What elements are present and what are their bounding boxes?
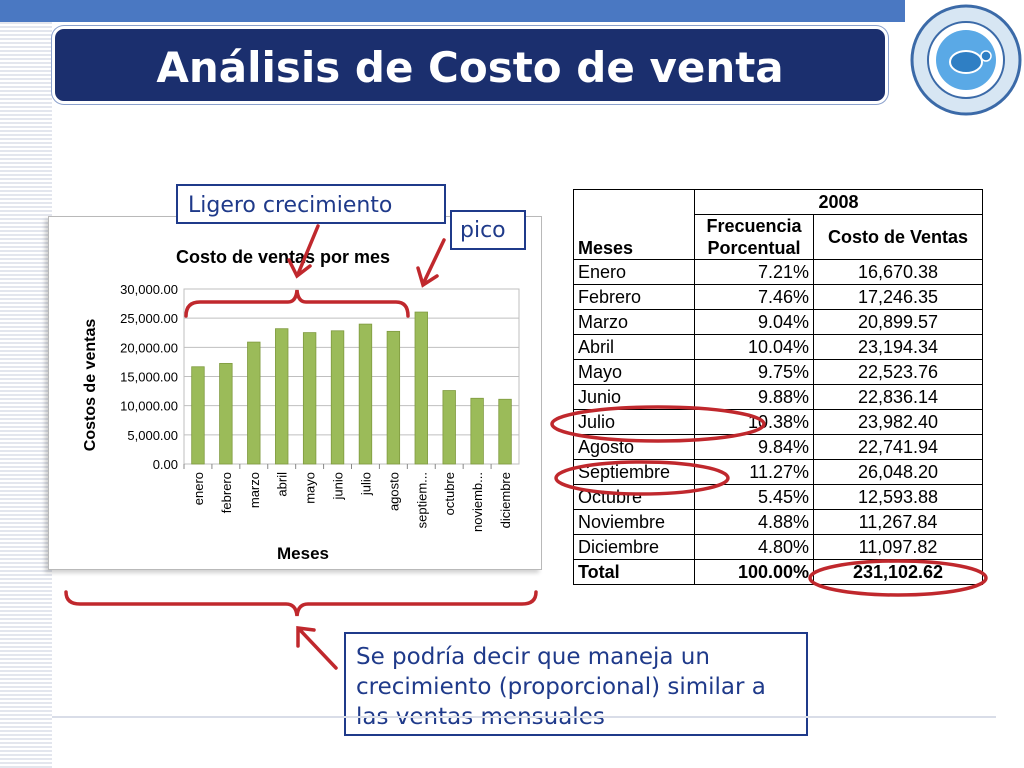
month-cell: Mayo xyxy=(573,359,695,385)
brace-top xyxy=(184,289,410,318)
cost-cell: 11,267.84 xyxy=(813,509,983,535)
left-stripes xyxy=(0,0,52,768)
bar-agosto xyxy=(386,330,401,465)
x-tick-label: octubre xyxy=(442,472,457,515)
y-tick-label: 5,000.00 xyxy=(127,428,178,443)
x-axis-ticks: enero febrero marzo abril mayo junio julio agos… xyxy=(183,464,513,532)
x-tick-label: junio xyxy=(331,472,346,500)
month-cell: Julio xyxy=(573,409,695,435)
y-tick-label: 25,000.00 xyxy=(120,311,178,326)
espol-seal-icon xyxy=(910,4,1022,116)
bar-julio xyxy=(358,323,373,465)
x-tick-label: septiem... xyxy=(414,472,429,528)
y-tick-label: 20,000.00 xyxy=(120,340,178,355)
title-box: Análisis de Costo de venta xyxy=(52,26,888,104)
month-cell: Diciembre xyxy=(573,534,695,560)
table-row: Noviembre 4.88% 11,267.84 xyxy=(573,509,983,535)
header-meses: Meses xyxy=(573,214,695,260)
month-cell: Abril xyxy=(573,334,695,360)
x-tick-label: enero xyxy=(191,472,206,505)
y-tick-label: 15,000.00 xyxy=(120,370,178,385)
pct-cell: 10.38% xyxy=(694,409,814,435)
pct-cell: 4.88% xyxy=(694,509,814,535)
y-tick-label: 0.00 xyxy=(153,457,178,472)
pct-cell: 9.75% xyxy=(694,359,814,385)
table-row: Marzo 9.04% 20,899.57 xyxy=(573,309,983,335)
cost-table: 2008 Meses Frecuencia Porcentual Costo d… xyxy=(573,189,983,585)
arrow-growth xyxy=(287,224,320,279)
table-row: Enero 7.21% 16,670.38 xyxy=(573,259,983,285)
arrow-conclusion xyxy=(296,626,338,670)
ellipse-septiembre xyxy=(554,460,730,496)
pct-cell: 9.88% xyxy=(694,384,814,410)
table-row: Mayo 9.75% 22,523.76 xyxy=(573,359,983,385)
cost-cell: 11,097.82 xyxy=(813,534,983,560)
x-tick-label: noviemb... xyxy=(470,472,485,532)
y-axis-label: Costos de ventas xyxy=(82,319,99,452)
month-cell: Enero xyxy=(573,259,695,285)
table-year: 2008 xyxy=(694,189,983,215)
table-row: Febrero 7.46% 17,246.35 xyxy=(573,284,983,310)
x-tick-label: agosto xyxy=(386,472,401,511)
footer-line xyxy=(52,716,996,718)
month-cell: Noviembre xyxy=(573,509,695,535)
pct-cell: 9.04% xyxy=(694,309,814,335)
bar-octubre xyxy=(442,390,456,465)
x-tick-label: marzo xyxy=(247,472,262,508)
arrow-peak xyxy=(416,238,446,288)
chart-bars xyxy=(191,311,512,465)
pct-cell: 7.21% xyxy=(694,259,814,285)
x-tick-label: abril xyxy=(275,472,290,497)
header-costo: Costo de Ventas xyxy=(813,214,983,260)
cost-cell: 22,523.76 xyxy=(813,359,983,385)
cost-cell: 22,836.14 xyxy=(813,384,983,410)
x-axis-label: Meses xyxy=(277,544,329,563)
x-tick-label: febrero xyxy=(219,472,234,513)
bar-noviemb xyxy=(470,397,484,465)
peak-callout: pico xyxy=(450,210,526,250)
bar-mayo xyxy=(302,332,317,465)
slide-title: Análisis de Costo de venta xyxy=(156,43,784,92)
pct-cell: 7.46% xyxy=(694,284,814,310)
cost-cell: 17,246.35 xyxy=(813,284,983,310)
chart-frame: Costo de ventas por mes 0.00 5,000.00 10,0… xyxy=(48,216,542,570)
total-pct: 100.00% xyxy=(694,559,814,585)
bar-abril xyxy=(275,328,289,465)
cost-cell: 23,982.40 xyxy=(813,409,983,435)
y-tick-label: 30,000.00 xyxy=(120,282,178,297)
header-frecuencia: Frecuencia Porcentual xyxy=(694,214,814,260)
bar-septiem xyxy=(414,311,428,465)
bar-febrero xyxy=(219,362,233,465)
top-bar xyxy=(0,0,905,22)
x-tick-label: julio xyxy=(358,472,373,496)
table-row: Diciembre 4.80% 11,097.82 xyxy=(573,534,983,560)
x-tick-label: diciembre xyxy=(498,472,513,528)
conclusion-callout: Se podría decir que maneja un crecimient… xyxy=(344,632,808,736)
espol-logo xyxy=(906,0,1024,120)
chart-title: Costo de ventas por mes xyxy=(176,247,390,267)
table-row: Julio 10.38% 23,982.40 xyxy=(573,409,983,435)
ellipse-julio xyxy=(550,405,766,443)
bar-chart: Costo de ventas por mes 0.00 5,000.00 10,0… xyxy=(82,247,520,563)
y-tick-label: 10,000.00 xyxy=(120,399,178,414)
y-axis-ticks: 0.00 5,000.00 10,000.00 15,000.00 20,000.00 2… xyxy=(120,282,178,472)
cost-cell: 22,741.94 xyxy=(813,434,983,460)
pct-cell: 4.80% xyxy=(694,534,814,560)
bar-junio xyxy=(330,330,345,465)
bar-marzo xyxy=(247,341,261,465)
growth-callout: Ligero crecimiento xyxy=(176,184,446,224)
bar-enero xyxy=(191,366,205,465)
cost-cell: 20,899.57 xyxy=(813,309,983,335)
ellipse-total xyxy=(808,559,988,597)
x-tick-label: mayo xyxy=(303,472,318,504)
brace-bottom xyxy=(64,590,538,617)
bar-diciembre xyxy=(498,398,512,465)
